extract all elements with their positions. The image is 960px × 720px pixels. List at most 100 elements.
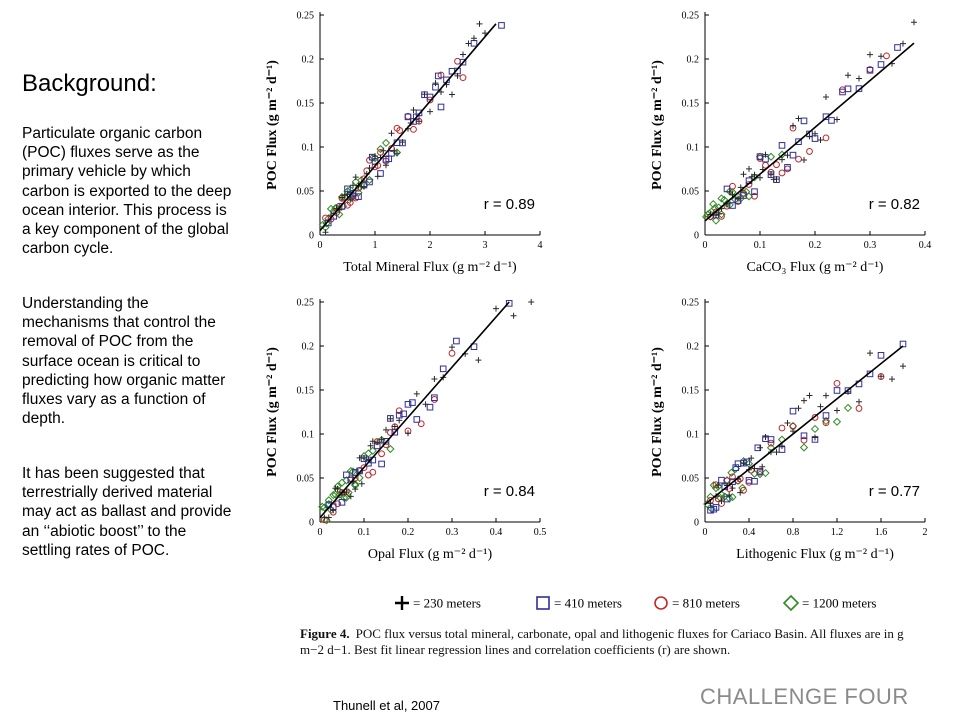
data-point bbox=[877, 61, 885, 68]
data-point bbox=[759, 463, 766, 470]
x-axis-label: Total Mineral Flux (g m⁻² d⁻¹) bbox=[343, 260, 517, 275]
data-point bbox=[806, 148, 813, 155]
data-point bbox=[465, 40, 472, 47]
regression-line bbox=[704, 42, 915, 222]
data-point bbox=[475, 357, 482, 364]
y-tick-label: 0 bbox=[694, 518, 699, 529]
data-point bbox=[748, 173, 755, 180]
data-point bbox=[806, 392, 813, 399]
data-point bbox=[748, 455, 755, 462]
data-point bbox=[878, 53, 884, 60]
data-point bbox=[729, 202, 736, 209]
y-tick-label: 0.2 bbox=[302, 342, 315, 353]
data-point bbox=[396, 417, 403, 424]
data-point bbox=[784, 419, 791, 426]
data-point bbox=[365, 471, 372, 479]
x-tick-label: 3 bbox=[483, 240, 488, 251]
y-tick-label: 0.05 bbox=[297, 474, 315, 485]
data-point bbox=[811, 414, 819, 421]
data-point bbox=[378, 436, 385, 443]
data-point bbox=[342, 476, 351, 485]
data-point bbox=[768, 171, 774, 178]
data-point bbox=[773, 449, 780, 456]
data-point bbox=[347, 493, 354, 500]
x-tick-label: 0 bbox=[318, 240, 323, 251]
data-point bbox=[745, 181, 753, 188]
paragraph-mechanisms: Understanding the mechanisms that contro… bbox=[22, 295, 226, 428]
data-point bbox=[325, 514, 332, 521]
data-point bbox=[878, 373, 884, 380]
data-point bbox=[378, 450, 386, 458]
data-point bbox=[729, 478, 736, 486]
paragraph-poc-fluxes: Particulate organic carbon (POC) fluxes … bbox=[22, 125, 232, 258]
data-point bbox=[318, 502, 327, 511]
data-point bbox=[756, 467, 764, 475]
data-point bbox=[358, 480, 365, 487]
data-point bbox=[832, 417, 842, 426]
data-point bbox=[322, 229, 329, 236]
data-point bbox=[822, 134, 830, 142]
data-point bbox=[778, 424, 786, 432]
data-point bbox=[710, 505, 718, 513]
y-tick-label: 0.25 bbox=[297, 298, 315, 309]
chart-panel-1: 0 0.05 0.1 0.15 0.2 0.25 0 1 2 3 4 Total Mineral Fl… bbox=[265, 11, 543, 276]
regression-line bbox=[319, 23, 497, 232]
paragraph-ballast: It has been suggested that terrestrially… bbox=[22, 465, 232, 559]
data-point bbox=[767, 436, 775, 443]
data-point bbox=[729, 485, 736, 492]
data-point bbox=[726, 188, 733, 195]
correlation-label: r = 0.77 bbox=[869, 483, 920, 500]
data-point bbox=[383, 426, 389, 433]
data-point bbox=[470, 343, 478, 351]
data-point bbox=[751, 192, 758, 200]
data-point bbox=[779, 443, 785, 450]
x-tick-label: 4 bbox=[538, 240, 543, 251]
data-point bbox=[387, 415, 394, 422]
data-point bbox=[762, 151, 769, 158]
data-point bbox=[366, 178, 373, 186]
figure-label: Figure 4. bbox=[300, 626, 350, 641]
data-point bbox=[834, 116, 840, 123]
y-axis-label: POC Flux (g m⁻² d⁻¹) bbox=[265, 347, 280, 477]
data-point bbox=[528, 299, 535, 305]
data-point bbox=[510, 312, 517, 319]
data-point bbox=[400, 410, 407, 418]
x-tick-label: 0.4 bbox=[919, 240, 932, 251]
data-point bbox=[399, 139, 406, 146]
data-point bbox=[439, 365, 447, 373]
data-point bbox=[900, 363, 906, 370]
data-point bbox=[800, 432, 808, 440]
data-point bbox=[381, 138, 391, 148]
data-point bbox=[372, 153, 378, 160]
data-point bbox=[405, 430, 411, 437]
data-point bbox=[413, 390, 420, 397]
data-point bbox=[460, 51, 466, 58]
data-point bbox=[421, 91, 428, 98]
data-point bbox=[801, 397, 807, 404]
data-point bbox=[731, 464, 740, 473]
data-point bbox=[795, 115, 802, 122]
data-point bbox=[817, 137, 824, 144]
data-point bbox=[889, 376, 895, 383]
data-point bbox=[367, 442, 374, 449]
data-point bbox=[900, 40, 906, 47]
series-230-meters bbox=[707, 19, 917, 219]
y-tick-label: 0 bbox=[309, 231, 314, 242]
data-point bbox=[751, 477, 758, 485]
chart-panel-4: 0 0.05 0.1 0.15 0.2 0.25 0 0.4 0.8 1.2 1.6 2 Lithoge… bbox=[650, 298, 928, 563]
data-point bbox=[845, 72, 851, 79]
data-point bbox=[454, 72, 461, 79]
regression-line bbox=[319, 301, 510, 519]
x-tick-label: 0.3 bbox=[864, 240, 877, 251]
data-point bbox=[867, 51, 873, 58]
data-point bbox=[370, 154, 380, 163]
data-point bbox=[806, 133, 813, 140]
data-point bbox=[800, 436, 808, 444]
series-1200-meters bbox=[318, 435, 395, 525]
data-point bbox=[784, 164, 791, 171]
legend-item-410-meters: = 410 meters bbox=[536, 596, 622, 611]
data-point bbox=[380, 147, 387, 154]
data-point bbox=[454, 57, 461, 65]
data-point bbox=[409, 399, 416, 406]
data-point bbox=[387, 429, 394, 436]
